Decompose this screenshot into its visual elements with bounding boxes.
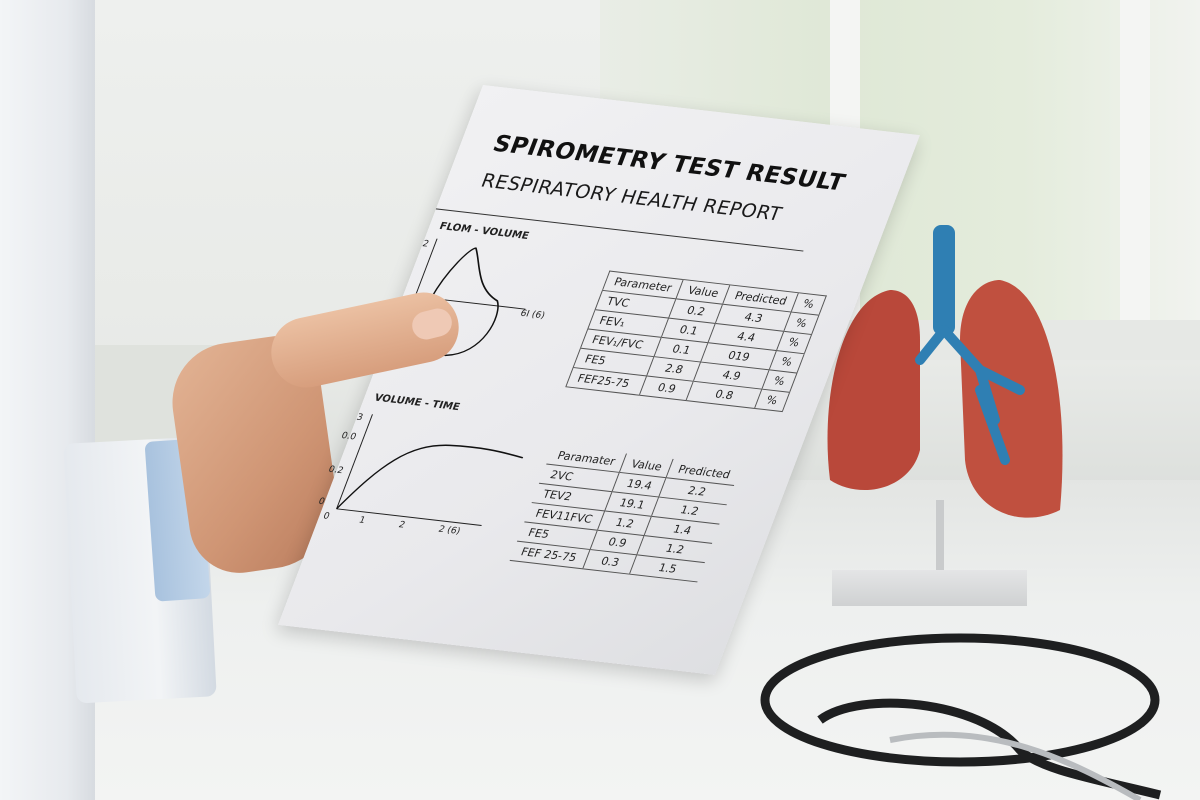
x-tick: 1: [357, 515, 367, 526]
flow-volume-label: FLOM - VOLUME: [437, 221, 531, 242]
stethoscope: [760, 633, 1162, 800]
x-tick: 0: [321, 511, 331, 522]
volume-time-chart: [336, 414, 524, 526]
results-table-1: Parameter Value Predicted % TVC 0.2 4.3% F…: [565, 270, 827, 413]
y-tick: 0.2: [326, 464, 345, 477]
lung-model: [827, 225, 1063, 518]
y-axis: [336, 414, 373, 509]
volume-time-label: VOLUME - TIME: [372, 392, 462, 414]
window-frame: [1120, 0, 1150, 330]
results-table-2: Paramater Value Predicted 2VC 19.4 2.2 TEV…: [509, 445, 742, 582]
model-base: [832, 570, 1027, 606]
volume-time-curve: [336, 444, 524, 510]
x-axis: [336, 508, 482, 526]
cell: 0.9: [639, 375, 694, 401]
x-tick: 2: [397, 520, 407, 531]
cell: 0.3: [582, 549, 638, 575]
y-tick: 0.0: [339, 431, 358, 443]
x-tick: 2 (6): [436, 524, 462, 537]
y-tick: 3: [354, 412, 365, 424]
cell: %: [754, 389, 790, 412]
model-stand: [936, 500, 944, 580]
